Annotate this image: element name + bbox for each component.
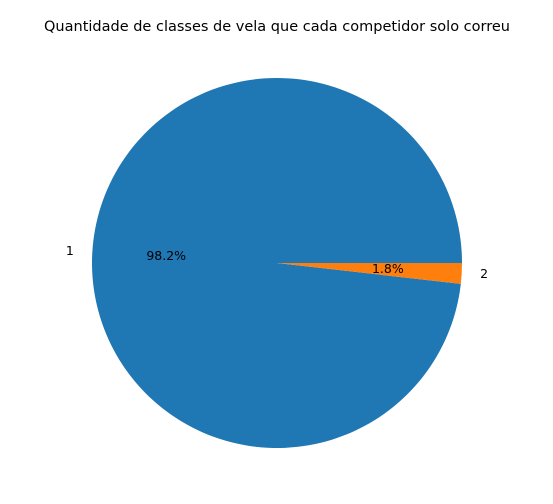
- slice-percent-2: 1.8%: [372, 261, 404, 276]
- slice-label-2: 2: [480, 266, 488, 281]
- chart-title: Quantidade de classes de vela que cada c…: [44, 19, 510, 35]
- slice-percent-1: 98.2%: [146, 248, 186, 263]
- pie-slices: [92, 78, 462, 448]
- pie-slice-2: [277, 263, 462, 284]
- pie-labels: 1 98.2% 2 1.8%: [66, 243, 488, 281]
- slice-label-1: 1: [66, 243, 74, 258]
